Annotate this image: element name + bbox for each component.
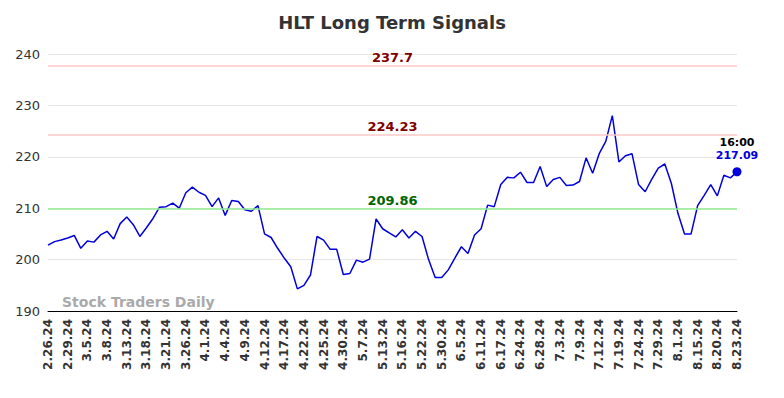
svg-text:7.29.24: 7.29.24 <box>651 319 665 370</box>
svg-text:16:00: 16:00 <box>719 136 754 149</box>
svg-text:HLT Long Term Signals: HLT Long Term Signals <box>278 12 506 33</box>
svg-text:5.13.24: 5.13.24 <box>376 319 390 370</box>
svg-text:Stock Traders Daily: Stock Traders Daily <box>62 294 215 310</box>
svg-text:5.16.24: 5.16.24 <box>395 319 409 370</box>
svg-text:217.09: 217.09 <box>716 149 758 162</box>
svg-text:6.5.24: 6.5.24 <box>454 319 468 362</box>
svg-text:4.17.24: 4.17.24 <box>277 319 291 370</box>
svg-text:190: 190 <box>15 304 40 319</box>
svg-text:209.86: 209.86 <box>367 193 417 208</box>
svg-text:7.24.24: 7.24.24 <box>632 319 646 370</box>
svg-text:6.11.24: 6.11.24 <box>474 319 488 370</box>
svg-text:4.25.24: 4.25.24 <box>317 319 331 370</box>
svg-text:210: 210 <box>15 201 40 216</box>
svg-text:3.21.24: 3.21.24 <box>159 319 173 370</box>
svg-text:4.4.24: 4.4.24 <box>218 319 232 362</box>
svg-text:224.23: 224.23 <box>367 119 417 134</box>
svg-text:3.18.24: 3.18.24 <box>139 319 153 370</box>
svg-text:7.19.24: 7.19.24 <box>612 319 626 370</box>
svg-text:8.15.24: 8.15.24 <box>691 319 705 370</box>
svg-text:7.12.24: 7.12.24 <box>592 319 606 370</box>
svg-text:7.9.24: 7.9.24 <box>573 319 587 362</box>
svg-text:6.24.24: 6.24.24 <box>513 319 527 370</box>
svg-text:2.29.24: 2.29.24 <box>61 319 75 370</box>
svg-text:2.26.24: 2.26.24 <box>41 319 55 370</box>
svg-text:3.13.24: 3.13.24 <box>120 319 134 370</box>
svg-text:3.26.24: 3.26.24 <box>179 319 193 370</box>
svg-text:240: 240 <box>15 47 40 62</box>
svg-text:200: 200 <box>15 252 40 267</box>
svg-text:237.7: 237.7 <box>372 50 413 65</box>
svg-text:8.20.24: 8.20.24 <box>710 319 724 370</box>
svg-text:4.22.24: 4.22.24 <box>297 319 311 370</box>
svg-text:7.3.24: 7.3.24 <box>553 319 567 362</box>
svg-text:4.9.24: 4.9.24 <box>238 319 252 362</box>
svg-text:4.12.24: 4.12.24 <box>258 319 272 370</box>
svg-text:3.8.24: 3.8.24 <box>100 319 114 362</box>
svg-text:5.22.24: 5.22.24 <box>415 319 429 370</box>
svg-text:6.17.24: 6.17.24 <box>494 319 508 370</box>
svg-text:4.1.24: 4.1.24 <box>198 319 212 362</box>
svg-text:8.1.24: 8.1.24 <box>671 319 685 362</box>
svg-text:3.5.24: 3.5.24 <box>80 319 94 362</box>
svg-text:230: 230 <box>15 98 40 113</box>
svg-text:4.30.24: 4.30.24 <box>336 319 350 370</box>
svg-text:8.23.24: 8.23.24 <box>730 319 744 370</box>
svg-text:6.28.24: 6.28.24 <box>533 319 547 370</box>
svg-text:220: 220 <box>15 149 40 164</box>
svg-text:5.7.24: 5.7.24 <box>356 319 370 362</box>
svg-text:5.30.24: 5.30.24 <box>435 319 449 370</box>
